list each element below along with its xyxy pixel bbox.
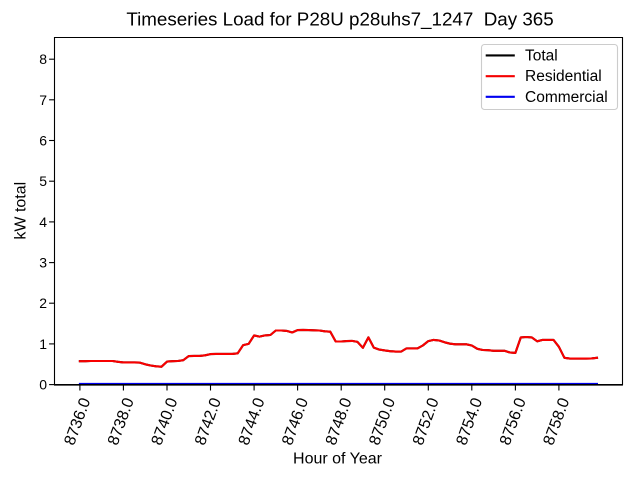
svg-text:6: 6 — [39, 133, 47, 149]
svg-text:Residential: Residential — [525, 68, 602, 85]
svg-text:Total: Total — [525, 47, 558, 64]
svg-text:7: 7 — [39, 92, 47, 108]
svg-text:8: 8 — [39, 51, 47, 67]
svg-text:Hour of Year: Hour of Year — [293, 451, 383, 468]
svg-text:kW total: kW total — [13, 182, 30, 240]
svg-text:3: 3 — [39, 255, 47, 271]
svg-text:2: 2 — [39, 295, 47, 311]
svg-text:4: 4 — [39, 214, 47, 230]
svg-text:Commercial: Commercial — [525, 89, 608, 106]
svg-text:5: 5 — [39, 173, 47, 189]
svg-text:0: 0 — [39, 377, 47, 393]
svg-text:1: 1 — [39, 336, 47, 352]
svg-text:Timeseries Load for P28U p28uh: Timeseries Load for P28U p28uhs7_1247 Da… — [126, 8, 553, 30]
